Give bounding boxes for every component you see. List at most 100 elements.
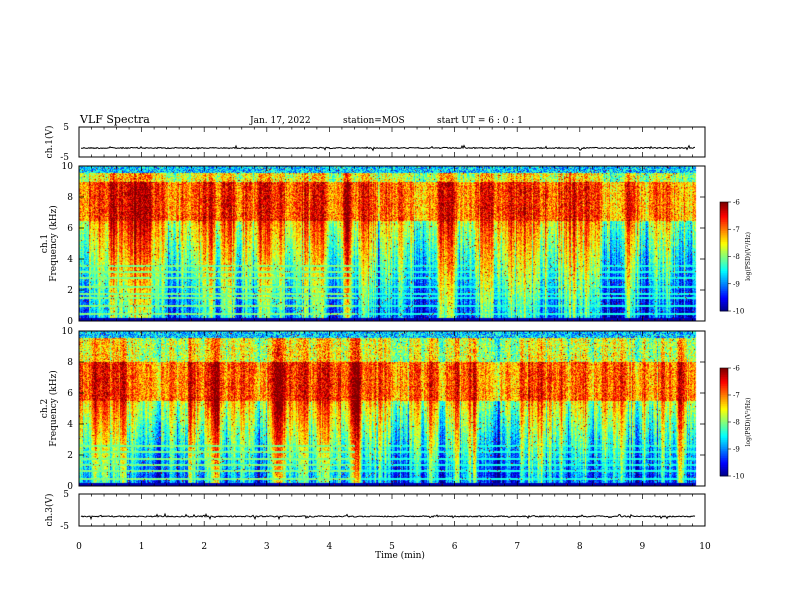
colorbar-swatch [720,291,728,294]
colorbar-swatch [720,236,728,239]
colorbar-swatch [720,254,728,257]
y-tick-label: -5 [60,522,69,532]
colorbar-swatch [720,425,728,428]
ch3-waveform-panel: 5 -5 ch.3(V) [44,490,696,532]
colorbar-swatch [720,373,728,376]
colorbar-swatch [720,467,728,470]
station-label: station=MOS [343,116,405,126]
colorbar-swatch [720,221,728,225]
colorbar-swatch [720,384,728,387]
colorbar-swatch [720,396,728,399]
colorbar-swatch [720,405,728,408]
y-tick-label: 5 [63,123,69,133]
colorbar-swatch [720,301,728,305]
colorbar: -6 -7 -8 -9 -10 log(PSD)(V²/Hz) [719,365,752,481]
x-tick-label: 1 [139,542,145,552]
time-axis: Time (min) 0 1 2 3 4 5 6 7 8 9 10 [76,542,711,561]
colorbar-swatch [720,378,728,381]
colorbar-swatch [720,429,728,432]
colorbar-swatch [720,274,728,277]
colorbar-swatch [720,300,728,303]
ch2-spectrogram-image [79,331,705,486]
colorbar-swatch [720,283,728,286]
colorbar-swatch [720,207,728,210]
colorbar-tick-label: -9 [733,280,740,288]
waveform-trace [81,144,695,152]
colorbar-swatch [720,458,728,461]
colorbar-swatch [720,263,728,266]
x-tick-label: 5 [389,542,395,552]
ch1-waveform-panel: 5 -5 ch.1(V) [44,123,695,163]
colorbar-swatch [720,229,728,232]
colorbar-swatch [720,474,728,477]
colorbar-tick-label: -6 [733,365,740,373]
colorbar-swatch [720,281,728,285]
colorbar: -6 -7 -8 -9 -10 log(PSD)(V²/Hz) [719,199,752,316]
x-axis-label: Time (min) [375,550,425,561]
x-tick-label: 3 [264,542,270,552]
colorbar-swatch [720,431,728,434]
y-tick-label: 2 [67,286,73,296]
colorbar-tick-label: -8 [733,419,740,427]
colorbar-swatch [720,232,728,236]
y-tick-label: 10 [62,162,74,172]
colorbar-swatch [720,249,728,252]
y-axis-label: ch.1(V) [44,126,55,159]
axes-layer [78,126,706,527]
colorbar-swatch [720,393,728,396]
colorbar-swatch [720,472,728,475]
colorbar-swatch [720,422,728,425]
ch1-spectrogram-panel: 0 2 4 6 8 10 ch.1 Frequency (kHz) [40,162,705,327]
colorbar-swatch [720,452,728,455]
colorbar-swatch [720,212,728,216]
colorbar-swatch [720,450,728,453]
colorbar-swatch [720,271,728,274]
colorbar-swatch [720,449,728,452]
colorbar-tick-label: -10 [733,473,744,481]
colorbar-swatch [720,223,728,227]
colorbar-swatch [720,461,728,464]
colorbar-swatch [720,261,728,265]
y-tick-label: 2 [67,451,73,461]
colorbar-swatch [720,368,728,371]
colorbar-swatch [720,420,728,423]
colorbar-swatch [720,276,728,279]
start-time-label: start UT = 6 : 0 : 1 [437,116,523,126]
y-tick-label: 5 [63,490,69,500]
colorbar-swatch [720,245,728,248]
colorbar-swatch [720,303,728,306]
colorbar-swatch [720,285,728,288]
y-tick-label: 8 [67,358,73,368]
colorbar-swatch [720,413,728,416]
colorbar-swatch [720,205,728,208]
colorbar-swatch [720,209,728,212]
colorbars: -6 -7 -8 -9 -10 log(PSD)(V²/Hz) -6 -7 -8 -9 -10 log… [719,199,752,481]
colorbar-swatch [720,214,728,217]
colorbar-swatch [720,418,728,421]
colorbar-swatch [720,387,728,390]
colorbar-swatch [720,294,728,297]
colorbar-swatch [720,371,728,374]
colorbar-swatch [720,238,728,241]
colorbar-swatch [720,400,728,403]
colorbar-swatch [720,395,728,398]
y-tick-label: 6 [67,389,73,399]
ch1-spectrogram-image [79,166,705,321]
colorbar-swatch [720,309,728,312]
colorbar-swatch [720,252,728,256]
x-tick-label: 8 [577,542,583,552]
colorbar-swatch [720,380,728,383]
colorbar-swatch [720,247,728,250]
colorbar-swatch [720,377,728,380]
colorbar-swatch [720,234,728,237]
colorbar-swatch [720,243,728,246]
colorbar-swatch [720,298,728,301]
colorbar-swatch [720,386,728,389]
colorbar-swatch [720,225,728,228]
colorbar-swatch [720,427,728,430]
y-axis-label: ch.1 [40,234,50,253]
y-axis-label: Frequency (kHz) [48,205,59,282]
colorbar-swatch [720,441,728,444]
y-tick-label: 4 [67,255,73,265]
